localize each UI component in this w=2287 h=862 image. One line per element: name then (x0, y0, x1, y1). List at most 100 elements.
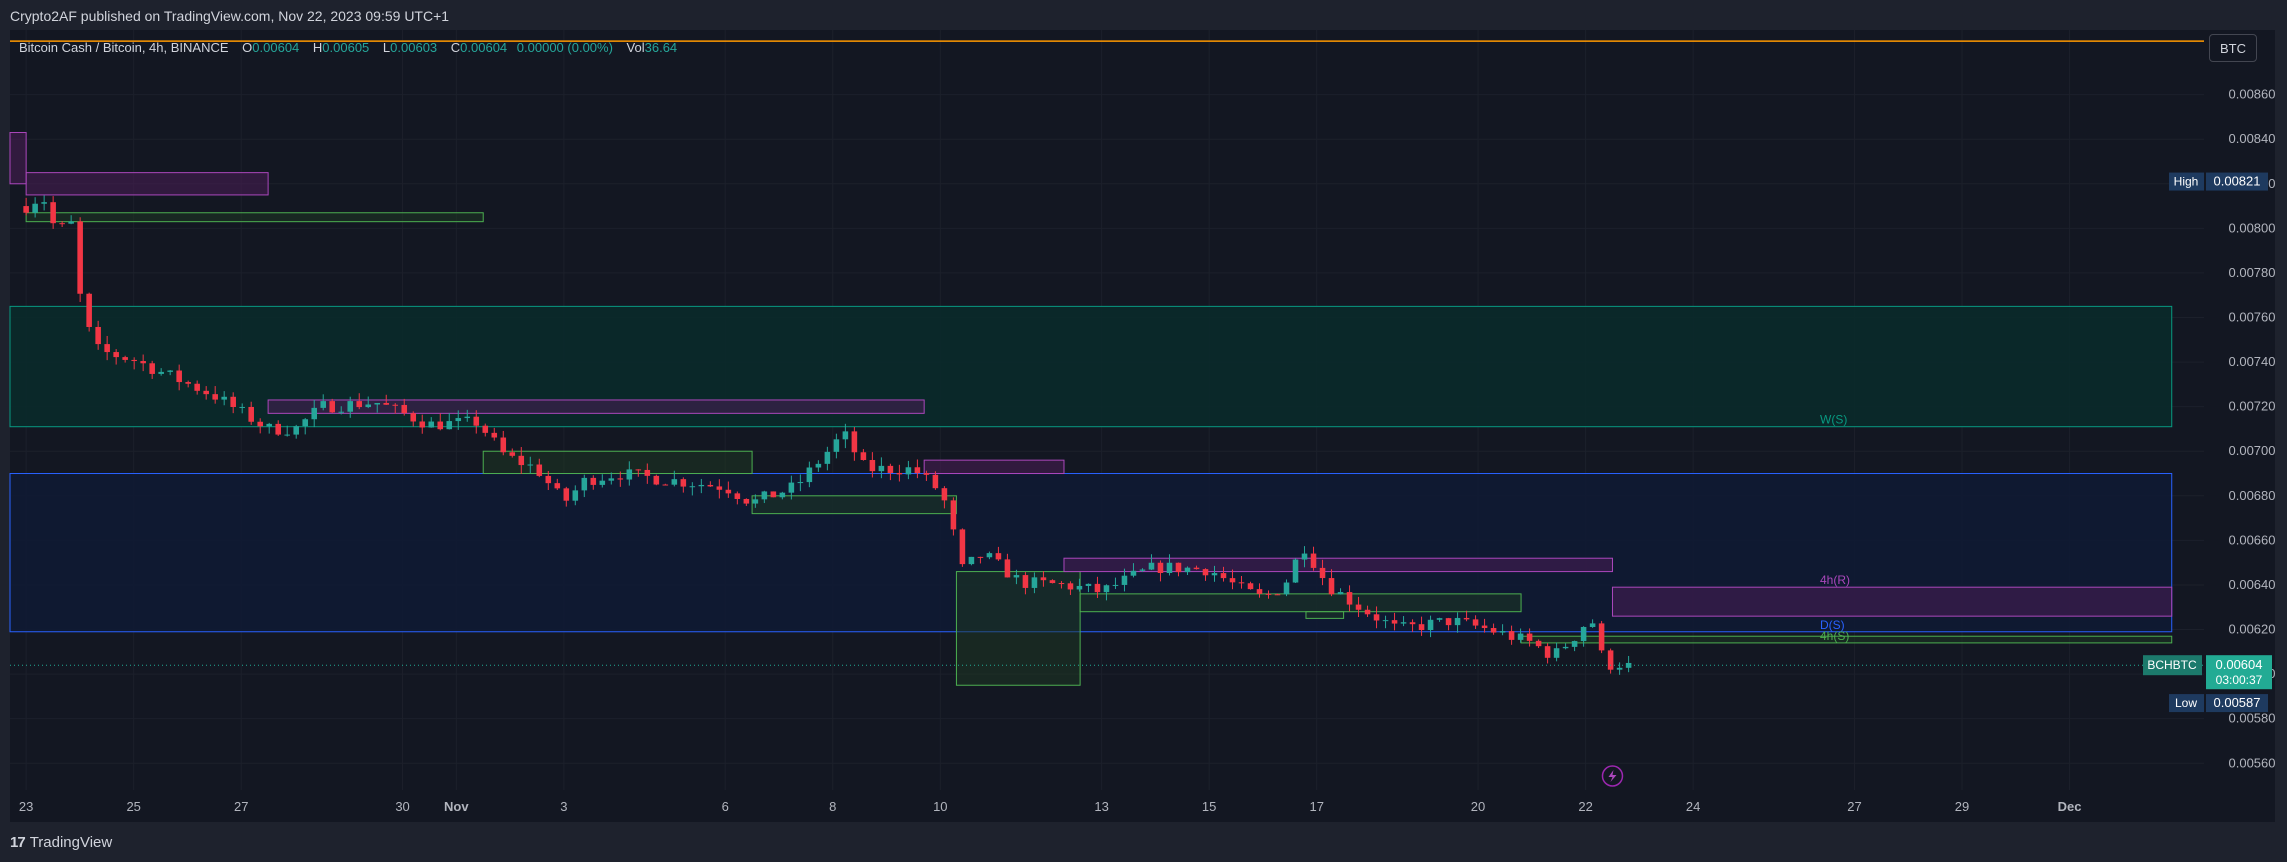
candle-body[interactable] (266, 423, 272, 427)
candle-body[interactable] (797, 482, 804, 484)
candle-body[interactable] (779, 492, 786, 498)
candle-body[interactable] (518, 455, 525, 466)
candle-body[interactable] (1499, 631, 1506, 633)
candle-body[interactable] (527, 464, 534, 466)
candle-body[interactable] (905, 467, 912, 475)
candle-body[interactable] (599, 480, 606, 485)
candle-body[interactable] (455, 418, 462, 422)
zone-purple[interactable] (267, 399, 925, 414)
candle-body[interactable] (113, 352, 119, 358)
candle-body[interactable] (977, 556, 984, 558)
candle-body[interactable] (536, 464, 543, 476)
candle-body[interactable] (374, 402, 381, 405)
candle-body[interactable] (329, 401, 336, 413)
candle-body[interactable] (1562, 646, 1569, 649)
candle-body[interactable] (1157, 562, 1164, 573)
candle-body[interactable] (509, 452, 516, 456)
candle-body[interactable] (1058, 583, 1065, 585)
candle-body[interactable] (140, 361, 146, 364)
candle-body[interactable] (824, 451, 831, 464)
candle-body[interactable] (32, 203, 38, 213)
candle-body[interactable] (1607, 650, 1614, 670)
candle-body[interactable] (1184, 567, 1191, 573)
candle-body[interactable] (653, 475, 660, 485)
candle-body[interactable] (356, 401, 363, 408)
candle-body[interactable] (1130, 570, 1137, 576)
candle-body[interactable] (1490, 628, 1497, 633)
candle-body[interactable] (1283, 582, 1290, 595)
candle-body[interactable] (707, 484, 714, 487)
candle-body[interactable] (1463, 617, 1470, 620)
candle-body[interactable] (1193, 567, 1200, 570)
candle-body[interactable] (401, 404, 408, 414)
candle-body[interactable] (1319, 567, 1326, 579)
candle-body[interactable] (1256, 589, 1263, 594)
candle-body[interactable] (122, 357, 128, 360)
candle-body[interactable] (941, 488, 948, 501)
zone-purple[interactable] (25, 172, 269, 196)
lightning-icon[interactable] (1601, 765, 1624, 787)
candle-body[interactable] (302, 419, 308, 427)
candle-body[interactable] (1166, 562, 1173, 573)
candle-body[interactable] (1427, 619, 1434, 631)
candle-body[interactable] (185, 382, 191, 384)
candle-body[interactable] (923, 473, 930, 475)
candle-body[interactable] (698, 484, 705, 487)
candle-body[interactable] (1220, 573, 1227, 579)
candle-body[interactable] (167, 370, 173, 372)
zone-green[interactable] (25, 212, 484, 223)
candle-body[interactable] (1265, 593, 1272, 595)
candle-body[interactable] (275, 423, 281, 435)
candle-body[interactable] (689, 486, 696, 488)
zone-purple[interactable] (1063, 557, 1613, 573)
candle-body[interactable] (626, 469, 633, 480)
candle-body[interactable] (878, 465, 885, 472)
candle-body[interactable] (239, 406, 245, 408)
candle-body[interactable] (131, 359, 137, 362)
candle-body[interactable] (995, 553, 1002, 560)
candle-body[interactable] (1238, 582, 1245, 584)
candle-body[interactable] (1229, 578, 1236, 583)
candle-body[interactable] (1382, 620, 1389, 622)
candle-body[interactable] (815, 463, 822, 468)
time-axis[interactable] (10, 790, 2275, 822)
candle-body[interactable] (1337, 592, 1344, 595)
symbol-tag[interactable] (2143, 655, 2202, 676)
high-marker-tag[interactable] (2169, 172, 2204, 191)
candle-body[interactable] (1013, 575, 1020, 578)
candle-body[interactable] (203, 390, 209, 395)
candle-body[interactable] (554, 483, 561, 489)
candle-body[interactable] (752, 499, 759, 504)
candle-body[interactable] (716, 486, 723, 490)
candle-body[interactable] (248, 406, 254, 422)
candle-body[interactable] (491, 432, 498, 438)
zone-green[interactable] (955, 571, 1081, 686)
candle-body[interactable] (1301, 553, 1308, 560)
candle-body[interactable] (572, 490, 579, 501)
candle-body[interactable] (1040, 577, 1047, 581)
candle-body[interactable] (851, 431, 858, 453)
candle-body[interactable] (932, 474, 939, 489)
candle-body[interactable] (770, 491, 777, 498)
candle-body[interactable] (1535, 640, 1542, 647)
candle-body[interactable] (1373, 614, 1380, 621)
candle-body[interactable] (392, 404, 399, 406)
candle-body[interactable] (833, 439, 840, 452)
candle-body[interactable] (23, 206, 29, 213)
candle-body[interactable] (617, 478, 624, 480)
candle-body[interactable] (1445, 618, 1452, 626)
candle-body[interactable] (1076, 585, 1083, 590)
candle-body[interactable] (635, 469, 642, 471)
candle-body[interactable] (1202, 569, 1209, 576)
candle-body[interactable] (1067, 583, 1074, 590)
tradingview-logo[interactable]: 17 TradingView (10, 834, 112, 851)
candle-body[interactable] (437, 421, 444, 430)
candle-body[interactable] (221, 396, 227, 400)
candle-body[interactable] (482, 425, 489, 433)
candle-body[interactable] (1355, 604, 1362, 610)
candle-body[interactable] (1292, 559, 1299, 583)
candle-body[interactable] (446, 421, 453, 430)
candle-body[interactable] (338, 411, 345, 413)
candle-body[interactable] (311, 407, 317, 420)
candle-body[interactable] (77, 221, 83, 294)
